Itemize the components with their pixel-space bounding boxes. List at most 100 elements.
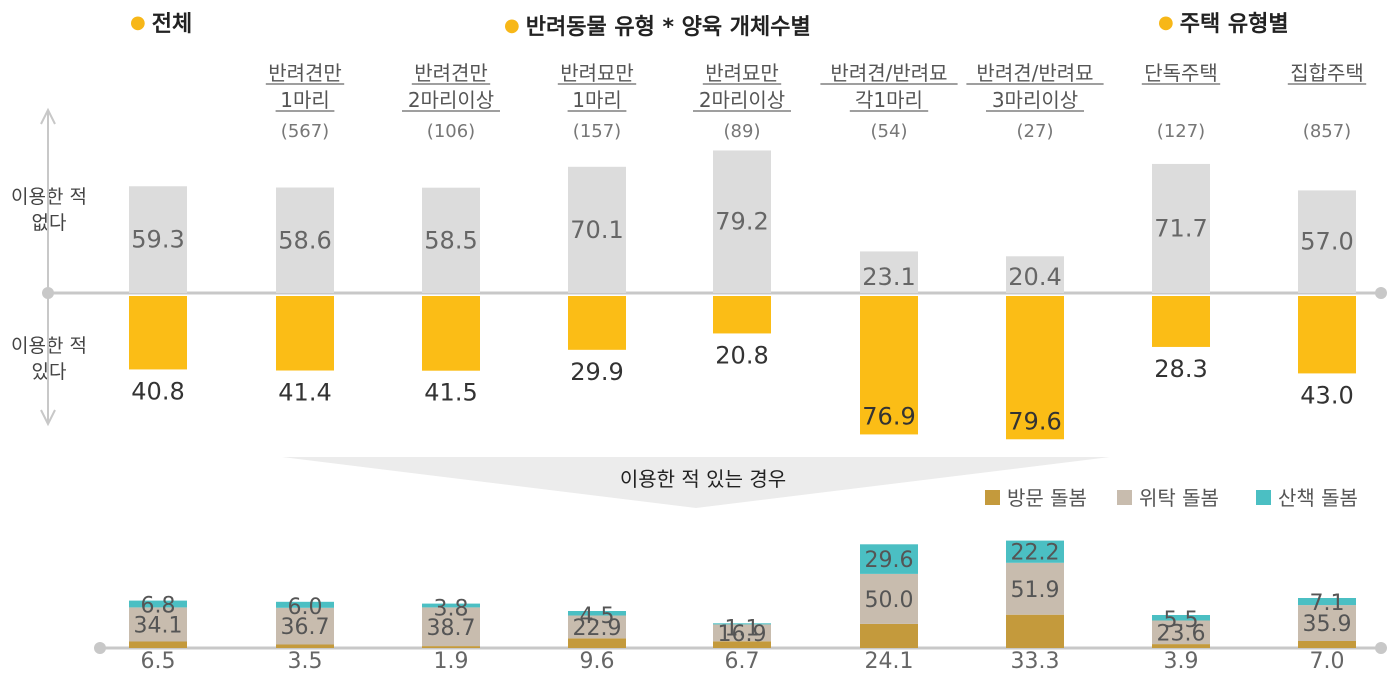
- stack-walk: [422, 603, 480, 608]
- bar-used: [129, 296, 187, 370]
- value-label-visit: 6.7: [725, 649, 760, 674]
- callout-banner: [282, 457, 1110, 508]
- category-label: 1마리: [280, 88, 330, 112]
- stack-visit: [713, 641, 771, 648]
- axis-dot-icon: [94, 642, 106, 654]
- value-label-visit: 3.9: [1164, 649, 1199, 674]
- value-label-walk: 5.5: [1164, 608, 1199, 633]
- bar-used: [276, 296, 334, 371]
- stack-walk: [1152, 615, 1210, 621]
- value-label-boarding: 16.9: [718, 622, 767, 647]
- stack-walk: [129, 600, 187, 608]
- bar-used: [422, 296, 480, 371]
- value-label-used: 76.9: [862, 402, 915, 430]
- value-label-walk: 3.8: [434, 597, 469, 622]
- stack-boarding: [1152, 620, 1210, 645]
- sample-size-label: (54): [871, 121, 908, 142]
- value-label-visit: 3.5: [288, 649, 323, 674]
- legend-label: 산책 돌봄: [1278, 486, 1358, 510]
- value-label-not-used: 59.3: [131, 226, 184, 254]
- sample-size-label: (567): [281, 121, 329, 142]
- bar-used: [860, 296, 918, 435]
- stack-visit: [568, 638, 626, 648]
- stack-boarding: [860, 573, 918, 624]
- stack-walk: [860, 544, 918, 574]
- value-label-boarding: 51.9: [1011, 578, 1060, 603]
- value-label-not-used: 20.4: [1008, 263, 1061, 291]
- category-label: 2마리이상: [408, 88, 494, 112]
- value-label-used: 40.8: [131, 377, 184, 405]
- stack-visit: [860, 623, 918, 648]
- bar-not-used: [860, 251, 918, 293]
- axis-dot-icon: [1375, 642, 1387, 654]
- bullet-dot-icon: ●: [1158, 12, 1174, 33]
- value-label-used: 79.6: [1008, 407, 1061, 435]
- legend-label: 방문 돌봄: [1007, 486, 1087, 510]
- value-label-not-used: 58.5: [424, 226, 477, 254]
- value-label-walk: 1.1: [725, 616, 760, 641]
- stack-walk: [1006, 540, 1064, 563]
- value-label-boarding: 23.6: [1157, 621, 1206, 646]
- value-label-used: 41.5: [424, 379, 477, 407]
- value-label-walk: 6.8: [141, 594, 176, 619]
- value-label-visit: 33.3: [1011, 649, 1060, 674]
- bar-used: [713, 296, 771, 334]
- value-label-not-used: 23.1: [862, 263, 915, 291]
- stack-walk: [713, 623, 771, 625]
- stack-boarding: [422, 607, 480, 647]
- value-label-not-used: 70.1: [570, 216, 623, 244]
- value-label-used: 20.8: [715, 341, 768, 369]
- category-label: 각1마리: [855, 88, 923, 112]
- legend-swatch: [985, 490, 1000, 505]
- category-label: 3마리이상: [992, 88, 1078, 112]
- section-title-total: ● 전체: [130, 12, 193, 37]
- value-label-not-used: 79.2: [715, 208, 768, 236]
- bar-used: [1298, 296, 1356, 374]
- category-label: 반려견/반려묘: [976, 61, 1093, 85]
- stack-boarding: [1298, 605, 1356, 641]
- legend-label: 위탁 돌봄: [1139, 486, 1219, 510]
- stack-boarding: [1006, 562, 1064, 615]
- section-title-pet-type: ● 반려동물 유형 * 양육 개체수별: [504, 15, 811, 40]
- value-label-used: 41.4: [278, 379, 331, 407]
- value-label-walk: 22.2: [1011, 541, 1060, 566]
- stack-visit: [276, 644, 334, 648]
- stack-walk: [276, 601, 334, 608]
- value-label-visit: 7.0: [1310, 649, 1345, 674]
- category-label: 1마리: [572, 88, 622, 112]
- value-label-walk: 6.0: [288, 595, 323, 620]
- value-label-not-used: 58.6: [278, 226, 331, 254]
- bar-not-used: [129, 186, 187, 293]
- value-label-walk: 7.1: [1310, 591, 1345, 616]
- bullet-dot-icon: ●: [504, 15, 520, 36]
- value-label-visit: 1.9: [434, 649, 469, 674]
- section-title-housing: ● 주택 유형별: [1158, 12, 1289, 37]
- arrow-down-icon: [40, 409, 56, 427]
- bar-not-used: [276, 187, 334, 293]
- value-label-used: 29.9: [570, 358, 623, 386]
- value-label-not-used: 57.0: [1300, 228, 1353, 256]
- value-label-used: 43.0: [1300, 381, 1353, 409]
- stack-visit: [129, 641, 187, 648]
- stack-walk: [1298, 598, 1356, 606]
- callout-banner-label: 이용한 적 있는 경우: [620, 467, 786, 491]
- value-label-boarding: 22.9: [573, 616, 622, 641]
- value-label-boarding: 35.9: [1303, 612, 1352, 637]
- stack-boarding: [276, 607, 334, 645]
- stack-visit: [422, 646, 480, 648]
- value-label-not-used: 71.7: [1154, 214, 1207, 242]
- sample-size-label: (27): [1017, 121, 1054, 142]
- axis-dot-icon: [1375, 287, 1387, 299]
- stack-boarding: [129, 607, 187, 642]
- stack-visit: [1006, 614, 1064, 648]
- category-label: 반려견/반려묘: [830, 61, 947, 85]
- bar-not-used: [422, 187, 480, 293]
- bar-used: [1006, 296, 1064, 440]
- bar-not-used: [713, 150, 771, 293]
- value-label-boarding: 50.0: [865, 588, 914, 613]
- category-label: 반려묘만: [560, 61, 634, 85]
- category-label: 반려묘만: [705, 61, 779, 85]
- category-label: 반려견만: [414, 61, 488, 85]
- category-label: 단독주택: [1144, 61, 1218, 85]
